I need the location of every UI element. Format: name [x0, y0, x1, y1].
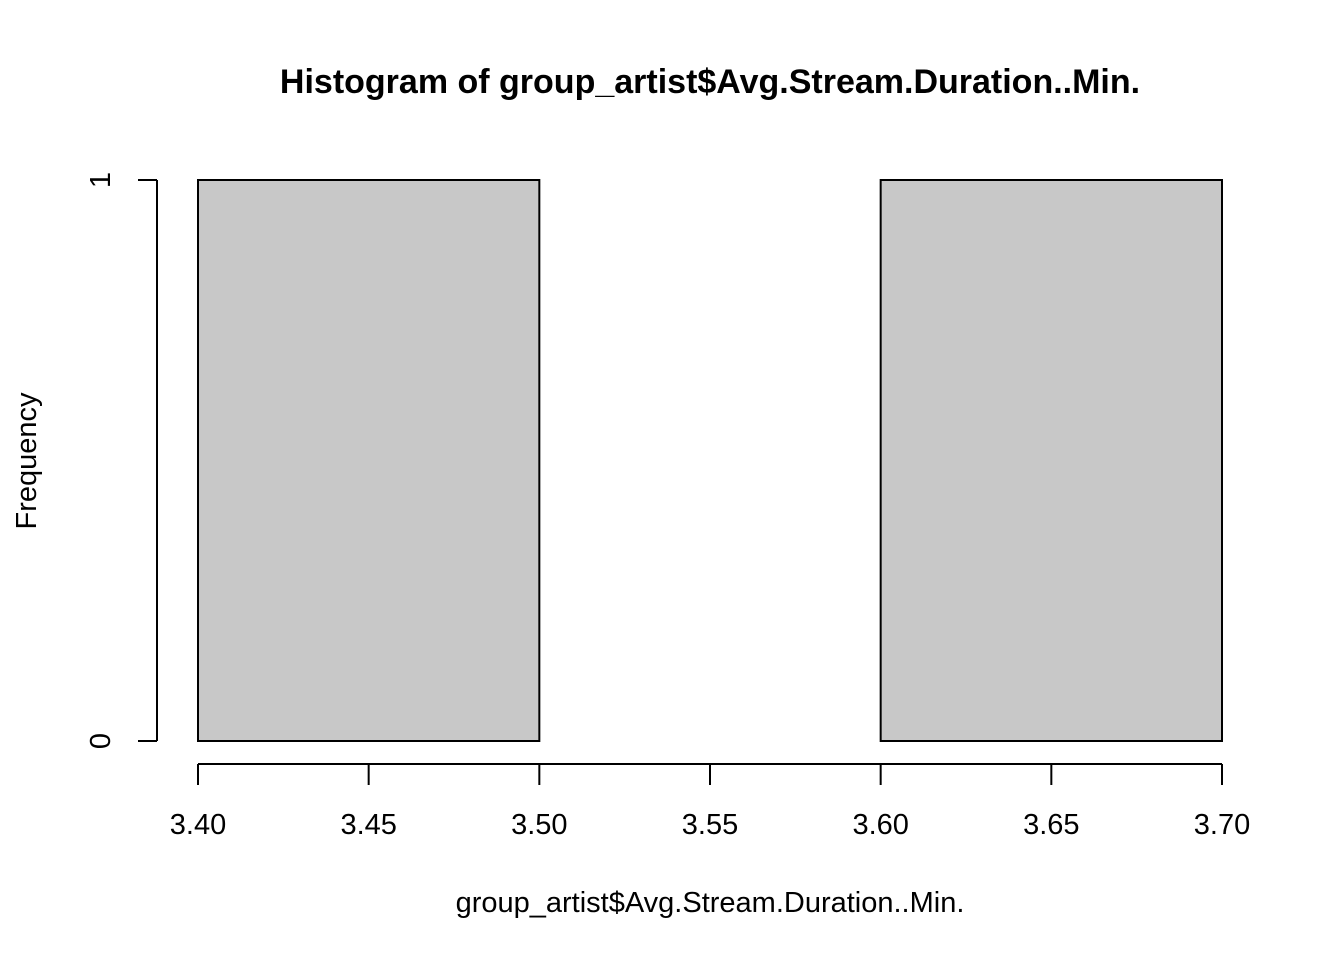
y-tick-label-2: 1	[85, 172, 117, 188]
y-tick-label-1: 0	[85, 733, 117, 749]
x-tick-label-7: 3.70	[1194, 809, 1250, 841]
x-tick-label-4: 3.55	[682, 809, 738, 841]
x-tick-label-3: 3.50	[511, 809, 567, 841]
histogram-bar-3	[879, 179, 1224, 742]
histogram-bar-1	[197, 179, 541, 742]
bars-group	[197, 179, 1224, 742]
x-tick-label-6: 3.65	[1023, 809, 1079, 841]
y-axis: 01	[85, 172, 158, 749]
x-tick-label-2: 3.45	[340, 809, 396, 841]
x-tick-label-1: 3.40	[170, 809, 226, 841]
chart-title: Histogram of group_artist$Avg.Stream.Dur…	[280, 63, 1140, 101]
x-axis: 3.40 3.45 3.50 3.55 3.60 3.65 3.70	[170, 763, 1250, 841]
x-axis-label: group_artist$Avg.Stream.Duration..Min.	[456, 887, 965, 919]
x-tick-label-5: 3.60	[852, 809, 908, 841]
y-axis-label: Frequency	[11, 392, 43, 530]
